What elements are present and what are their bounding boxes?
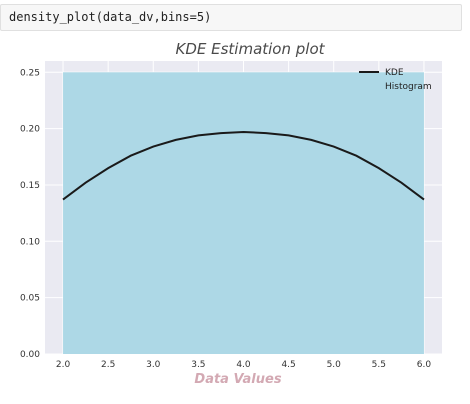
y-tick-label: 0.20 bbox=[20, 125, 40, 135]
legend-histogram-label: Histogram bbox=[385, 82, 432, 92]
x-tick-label: 3.5 bbox=[191, 360, 205, 370]
x-tick-label: 2.5 bbox=[101, 360, 115, 370]
x-tick-label: 4.0 bbox=[236, 360, 251, 370]
x-tick-label: 3.0 bbox=[146, 360, 161, 370]
histogram-bars bbox=[63, 72, 424, 355]
kde-line-group bbox=[62, 130, 425, 201]
x-tick-label: 2.0 bbox=[56, 360, 71, 370]
x-axis-label: Data Values bbox=[194, 372, 281, 387]
y-tick-label: 0.25 bbox=[20, 68, 40, 78]
y-axis-ticks: 0.00 0.05 0.10 0.15 0.20 0.25 bbox=[20, 68, 40, 360]
legend: KDE Histogram bbox=[359, 68, 432, 92]
y-tick-label: 0.15 bbox=[20, 181, 40, 191]
x-axis-ticks: 2.0 2.5 3.0 3.5 4.0 4.5 5.0 5.5 6.0 bbox=[56, 360, 431, 370]
y-tick-label: 0.00 bbox=[20, 350, 40, 360]
x-tick-label: 5.5 bbox=[372, 360, 386, 370]
y-tick-label: 0.10 bbox=[20, 237, 40, 247]
code-cell[interactable]: density_plot(data_dv,bins=5) bbox=[0, 4, 462, 31]
x-tick-label: 5.0 bbox=[327, 360, 342, 370]
x-tick-label: 6.0 bbox=[417, 360, 432, 370]
chart-title: KDE Estimation plot bbox=[175, 40, 325, 58]
code-cell-source: density_plot(data_dv,bins=5) bbox=[9, 10, 212, 24]
kde-line bbox=[62, 130, 425, 201]
legend-kde-label: KDE bbox=[385, 68, 404, 78]
y-tick-label: 0.05 bbox=[20, 294, 40, 304]
histogram-bar bbox=[63, 72, 424, 355]
x-tick-label: 4.5 bbox=[281, 360, 295, 370]
